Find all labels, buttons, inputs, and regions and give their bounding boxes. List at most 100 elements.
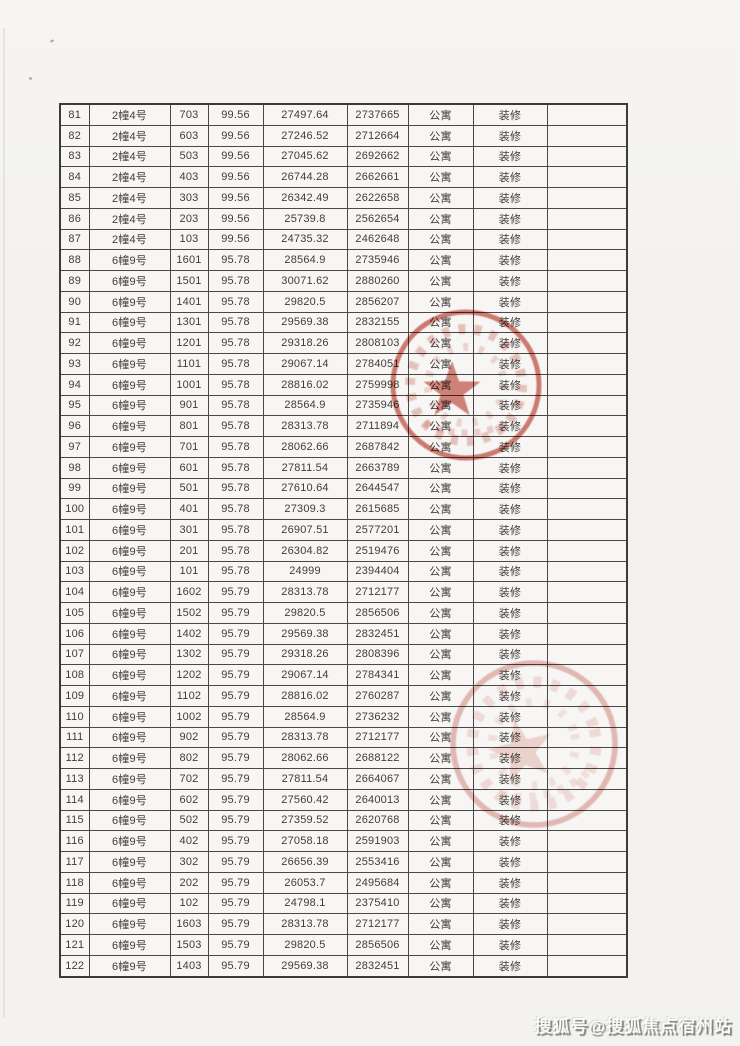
cell-total-price: 2644547 <box>346 477 409 500</box>
table-row: 81 2幢4号 703 99.56 27497.64 2737665 公寓 装修 <box>59 103 628 126</box>
table-row: 111 6幢9号 902 95.79 28313.78 2712177 公寓 装… <box>59 726 628 749</box>
cell-decoration: 装修 <box>472 934 548 956</box>
cell-usage-type: 公寓 <box>407 124 474 147</box>
cell-total-price: 2880260 <box>346 270 409 292</box>
cell-unit-price: 28816.02 <box>262 373 348 396</box>
table-row: 116 6幢9号 402 95.79 27058.18 2591903 公寓 装… <box>59 830 628 853</box>
cell-note-empty <box>546 477 628 500</box>
cell-sequence-number: 93 <box>59 353 90 375</box>
cell-room-number: 202 <box>169 871 209 894</box>
cell-room-number: 901 <box>169 394 209 417</box>
table-row: 95 6幢9号 901 95.78 28564.9 2735946 公寓 装修 <box>59 394 628 417</box>
table-row: 98 6幢9号 601 95.78 27811.54 2663789 公寓 装修 <box>59 456 628 479</box>
cell-total-price: 2620768 <box>346 809 409 832</box>
cell-decoration: 装修 <box>472 228 548 251</box>
cell-note-empty <box>546 892 628 915</box>
cell-room-number: 1202 <box>169 664 209 687</box>
cell-note-empty <box>546 602 628 624</box>
cell-decoration: 装修 <box>472 415 548 438</box>
table-row: 88 6幢9号 1601 95.78 28564.9 2735946 公寓 装修 <box>59 249 628 272</box>
cell-floor-area: 95.78 <box>207 249 264 272</box>
sohu-watermark: 搜狐号@搜狐焦点宿州站 <box>534 1017 732 1036</box>
cell-sequence-number: 82 <box>59 124 90 147</box>
cell-unit-price: 27497.64 <box>262 103 348 126</box>
table-row: 82 2幢4号 603 99.56 27246.52 2712664 公寓 装修 <box>59 124 628 147</box>
cell-usage-type: 公寓 <box>407 622 474 645</box>
cell-unit-price: 29569.38 <box>262 954 348 978</box>
cell-room-number: 603 <box>169 124 209 147</box>
cell-sequence-number: 117 <box>59 851 90 873</box>
cell-total-price: 2784051 <box>346 353 409 375</box>
cell-building-name: 6幢9号 <box>88 809 171 832</box>
cell-floor-area: 95.79 <box>207 954 264 978</box>
cell-floor-area: 95.79 <box>207 643 264 666</box>
cell-sequence-number: 83 <box>59 145 90 168</box>
cell-room-number: 401 <box>169 498 209 521</box>
table-row: 114 6幢9号 602 95.79 27560.42 2640013 公寓 装… <box>59 788 628 811</box>
cell-total-price: 2760287 <box>346 685 409 707</box>
cell-sequence-number: 106 <box>59 622 90 645</box>
cell-decoration: 装修 <box>472 913 548 936</box>
cell-note-empty <box>546 124 628 147</box>
cell-usage-type: 公寓 <box>407 145 474 168</box>
cell-floor-area: 95.78 <box>207 519 264 541</box>
cell-room-number: 1301 <box>169 311 209 334</box>
cell-unit-price: 28816.02 <box>262 685 348 707</box>
cell-usage-type: 公寓 <box>407 851 474 873</box>
cell-building-name: 6幢9号 <box>88 768 171 790</box>
cell-usage-type: 公寓 <box>407 539 474 562</box>
cell-total-price: 2615685 <box>346 498 409 521</box>
cell-sequence-number: 97 <box>59 436 90 458</box>
cell-decoration: 装修 <box>472 851 548 873</box>
cell-note-empty <box>546 103 628 126</box>
cell-sequence-number: 114 <box>59 788 90 811</box>
cell-decoration: 装修 <box>472 103 548 126</box>
cell-total-price: 2553416 <box>346 851 409 873</box>
cell-building-name: 2幢4号 <box>88 124 171 147</box>
cell-total-price: 2856506 <box>346 934 409 956</box>
cell-decoration: 装修 <box>472 519 548 541</box>
cell-sequence-number: 94 <box>59 373 90 396</box>
cell-unit-price: 27246.52 <box>262 124 348 147</box>
cell-sequence-number: 87 <box>59 228 90 251</box>
table-row: 102 6幢9号 201 95.78 26304.82 2519476 公寓 装… <box>59 539 628 562</box>
cell-total-price: 2622658 <box>346 187 409 209</box>
cell-note-empty <box>546 705 628 728</box>
cell-building-name: 6幢9号 <box>88 664 171 687</box>
table-row: 84 2幢4号 403 99.56 26744.28 2662661 公寓 装修 <box>59 166 628 189</box>
cell-sequence-number: 108 <box>59 664 90 687</box>
cell-usage-type: 公寓 <box>407 726 474 749</box>
cell-decoration: 装修 <box>472 768 548 790</box>
cell-building-name: 6幢9号 <box>88 353 171 375</box>
cell-room-number: 1501 <box>169 270 209 292</box>
cell-unit-price: 29569.38 <box>262 622 348 645</box>
cell-usage-type: 公寓 <box>407 685 474 707</box>
cell-sequence-number: 92 <box>59 332 90 355</box>
table-row: 106 6幢9号 1402 95.79 29569.38 2832451 公寓 … <box>59 622 628 645</box>
cell-decoration: 装修 <box>472 643 548 666</box>
cell-building-name: 6幢9号 <box>88 788 171 811</box>
cell-building-name: 6幢9号 <box>88 290 171 313</box>
cell-note-empty <box>546 207 628 230</box>
cell-floor-area: 99.56 <box>207 187 264 209</box>
cell-note-empty <box>546 228 628 251</box>
cell-floor-area: 95.78 <box>207 560 264 583</box>
cell-room-number: 503 <box>169 145 209 168</box>
cell-usage-type: 公寓 <box>407 705 474 728</box>
scan-speck <box>49 39 55 43</box>
cell-sequence-number: 109 <box>59 685 90 707</box>
cell-floor-area: 95.79 <box>207 685 264 707</box>
cell-note-empty <box>546 851 628 873</box>
cell-note-empty <box>546 539 628 562</box>
cell-building-name: 6幢9号 <box>88 415 171 438</box>
table-row: 110 6幢9号 1002 95.79 28564.9 2736232 公寓 装… <box>59 705 628 728</box>
cell-total-price: 2759998 <box>346 373 409 396</box>
cell-sequence-number: 84 <box>59 166 90 189</box>
cell-usage-type: 公寓 <box>407 830 474 853</box>
cell-room-number: 501 <box>169 477 209 500</box>
table-row: 86 2幢4号 203 99.56 25739.8 2562654 公寓 装修 <box>59 207 628 230</box>
cell-usage-type: 公寓 <box>407 436 474 458</box>
table-row: 100 6幢9号 401 95.78 27309.3 2615685 公寓 装修 <box>59 498 628 521</box>
cell-sequence-number: 115 <box>59 809 90 832</box>
cell-decoration: 装修 <box>472 726 548 749</box>
